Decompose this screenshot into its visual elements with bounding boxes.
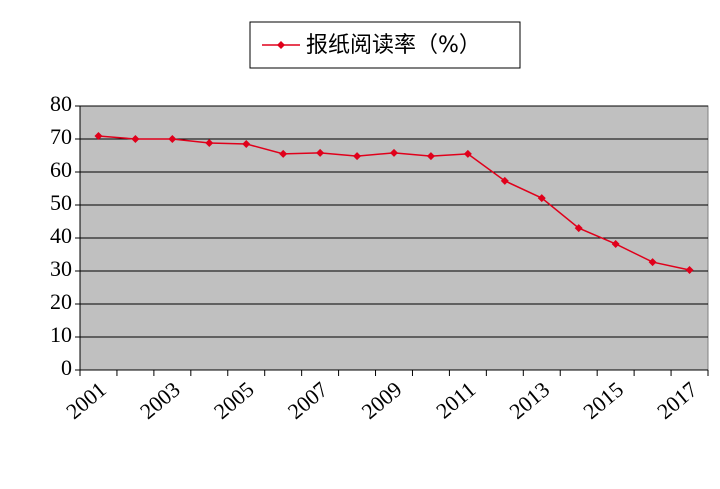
marker [500,176,509,185]
legend-marker [277,41,285,49]
marker [648,258,657,267]
x-tick-label: 2003 [135,377,185,424]
marker [463,149,472,158]
x-tick-label: 2015 [578,377,628,424]
x-tick-label: 2017 [652,377,702,424]
marker [611,239,620,248]
marker [316,148,325,157]
marker [94,132,103,141]
y-tick-label: 60 [50,157,72,182]
marker [205,138,214,147]
marker [168,135,177,143]
marker [574,224,583,233]
marker [131,135,140,143]
marker [279,149,288,158]
x-tick-label: 2001 [61,377,111,424]
marker [242,139,251,148]
x-tick-label: 2013 [504,377,554,424]
marker [537,194,546,203]
marker [353,152,362,161]
x-tick-label: 2005 [209,377,259,424]
legend-label: 报纸阅读率（%） [306,33,481,58]
y-tick-label: 10 [50,322,72,347]
y-tick-label: 20 [50,289,72,314]
y-tick-label: 0 [61,355,72,380]
y-tick-label: 30 [50,256,72,281]
y-tick-label: 40 [50,223,72,248]
marker [390,148,398,157]
y-tick-label: 70 [50,124,72,149]
marker [426,152,435,161]
y-tick-label: 80 [50,91,72,116]
x-tick-label: 2007 [283,377,333,424]
x-tick-label: 2009 [357,377,407,424]
y-tick-label: 50 [50,190,72,215]
x-tick-label: 2011 [431,377,480,424]
marker [685,266,694,275]
